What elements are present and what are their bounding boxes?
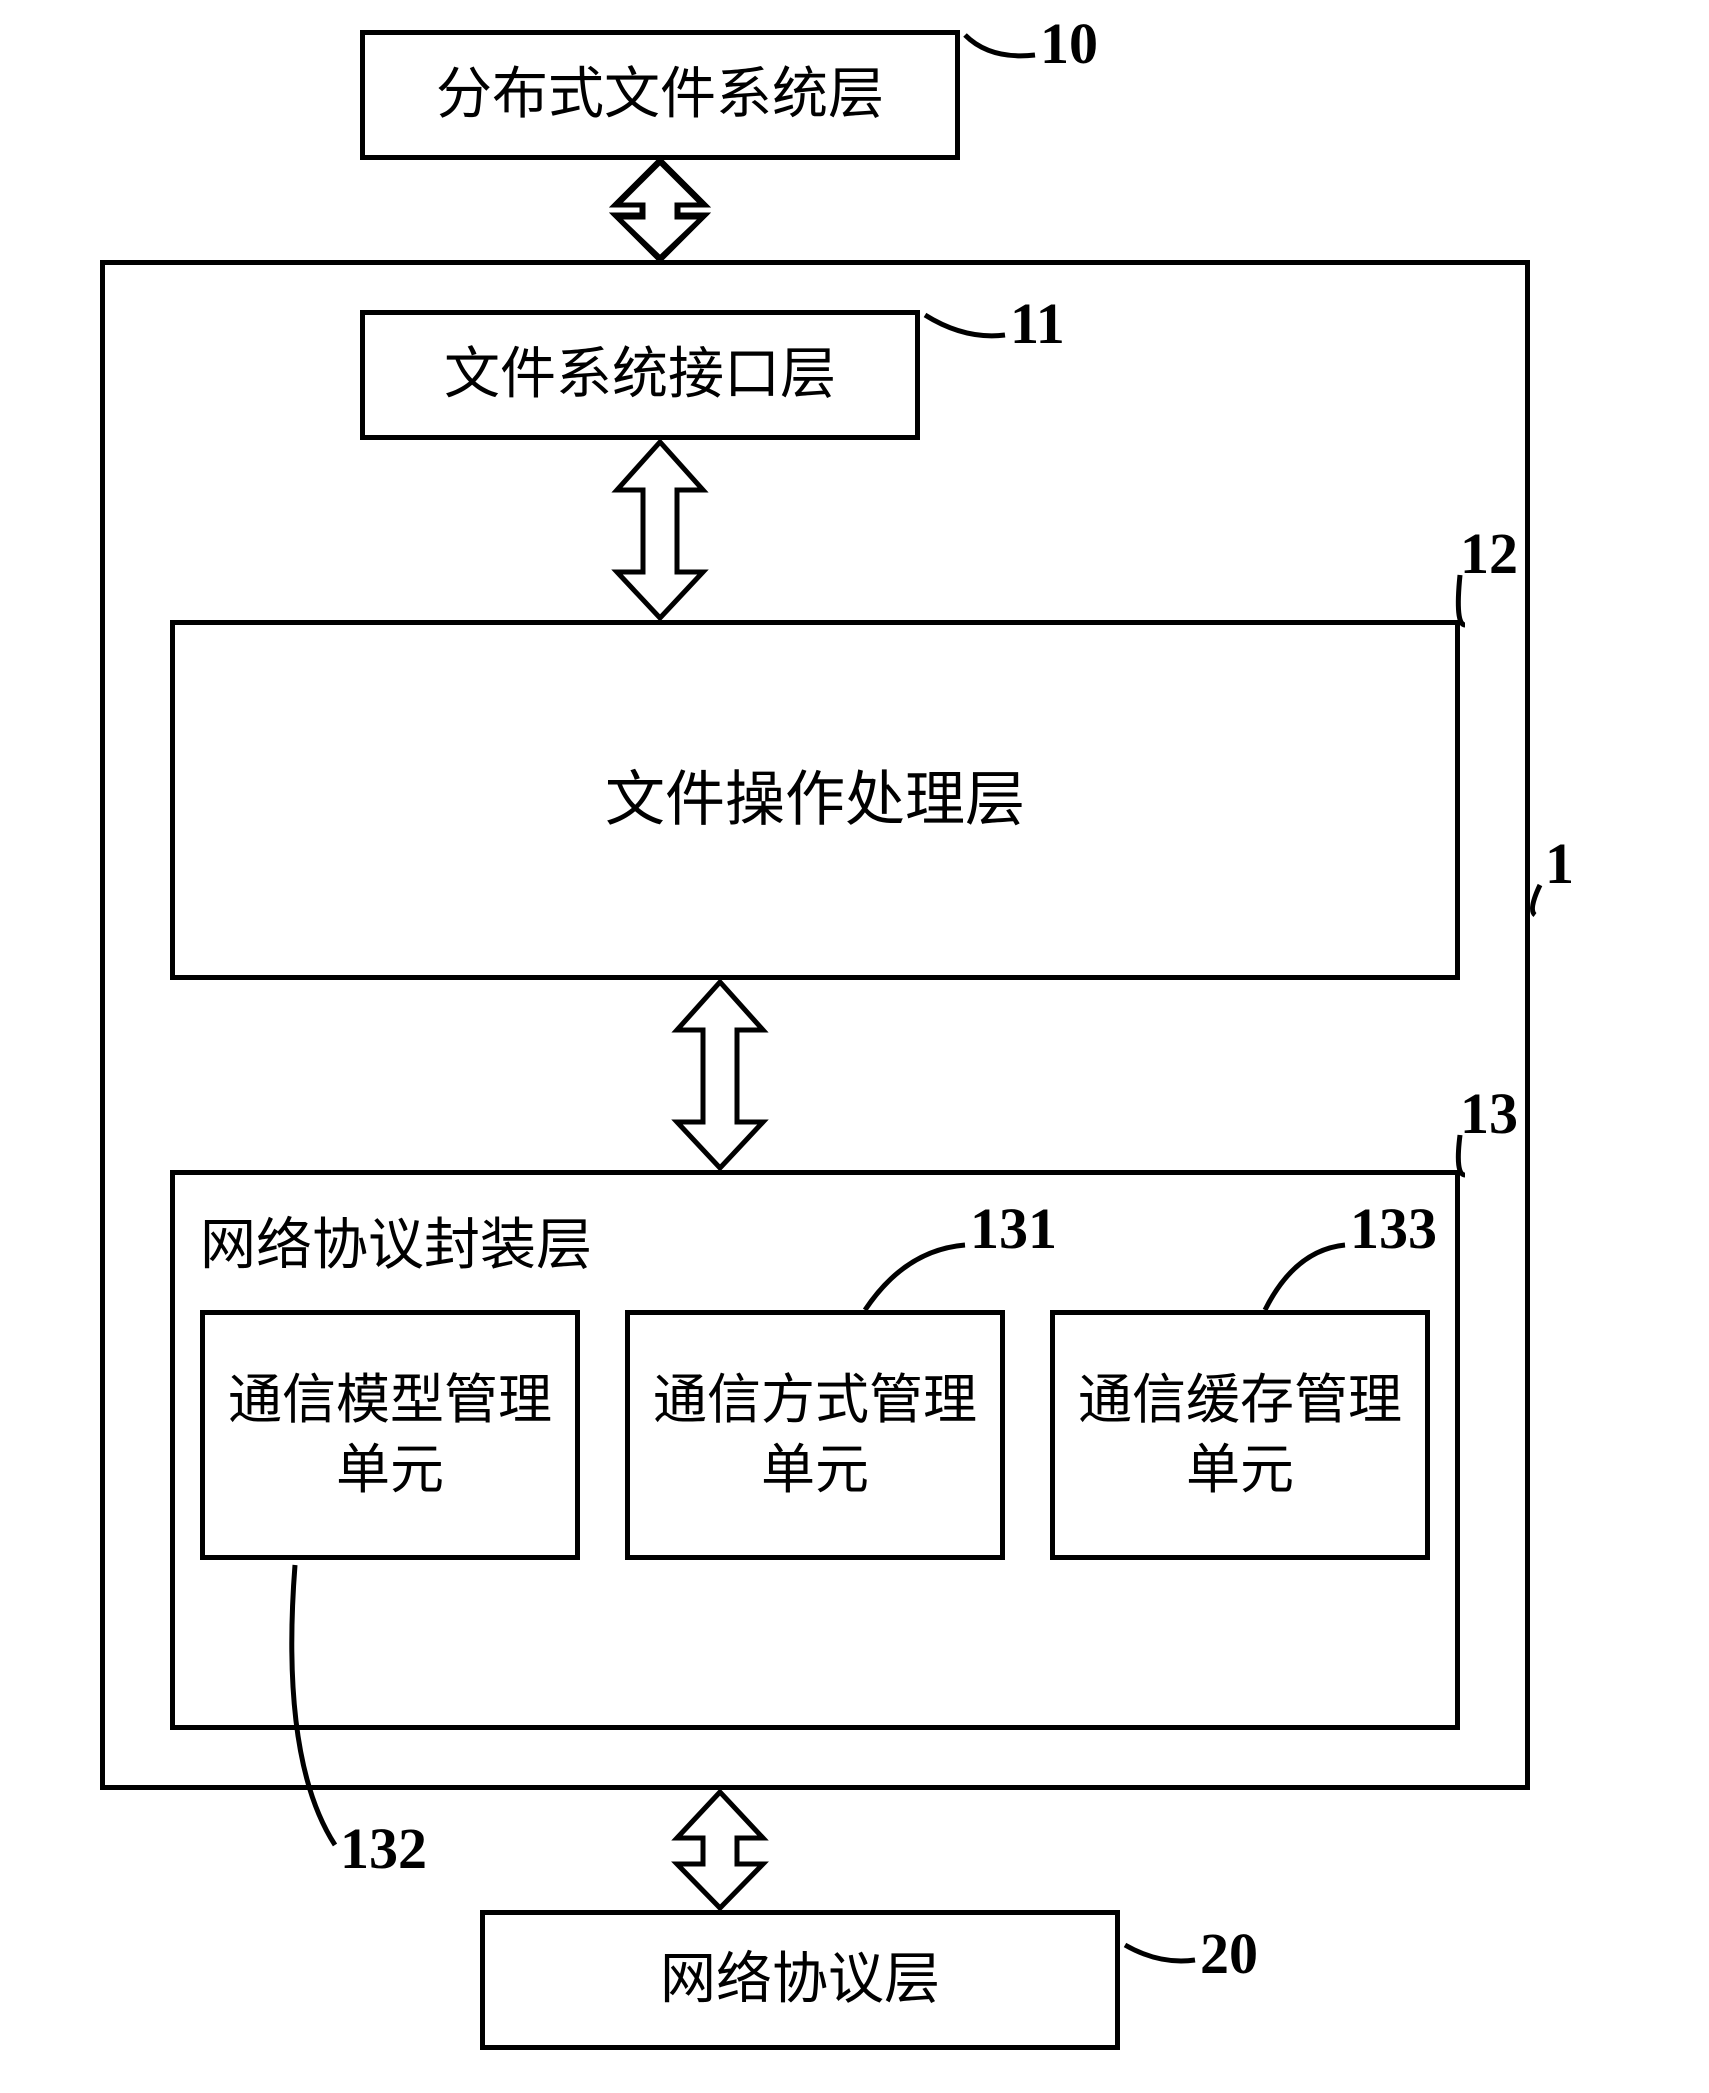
box-fs-interface-layer-text: 文件系统接口层 [444, 339, 836, 412]
sub2-text: 通信方式管理单元 [630, 1365, 1000, 1505]
box-file-op-processing-layer-text: 文件操作处理层 [605, 761, 1025, 839]
label-10: 10 [1040, 10, 1098, 77]
label-12: 12 [1460, 520, 1518, 587]
leader-20 [1125, 1945, 1195, 1961]
box-comm-cache-mgmt-unit: 通信缓存管理单元 [1050, 1310, 1430, 1560]
leader-1 [1532, 885, 1540, 915]
box-fs-interface-layer: 文件系统接口层 [360, 310, 920, 440]
label-20: 20 [1200, 1920, 1258, 1987]
label-1: 1 [1545, 830, 1574, 897]
arrow-top-to-main [615, 160, 705, 260]
label-132: 132 [340, 1815, 427, 1882]
leader-10 [965, 35, 1035, 56]
diagram-canvas: 分布式文件系统层 文件系统接口层 文件操作处理层 网络协议封装层 通信模型管理单… [0, 0, 1709, 2093]
sub1-text: 通信模型管理单元 [205, 1365, 575, 1505]
arrow-a4 [677, 1792, 763, 1908]
arrow-a1 [617, 162, 703, 258]
encap-layer-title: 网络协议封装层 [200, 1200, 592, 1281]
box-network-protocol-layer: 网络协议层 [480, 1910, 1120, 2050]
label-133: 133 [1350, 1195, 1437, 1262]
box-comm-mode-mgmt-unit: 通信方式管理单元 [625, 1310, 1005, 1560]
label-13: 13 [1460, 1080, 1518, 1147]
sub3-text: 通信缓存管理单元 [1055, 1365, 1425, 1505]
box-file-op-processing-layer: 文件操作处理层 [170, 620, 1460, 980]
box-distributed-fs-layer: 分布式文件系统层 [360, 30, 960, 160]
box-distributed-fs-layer-text: 分布式文件系统层 [436, 59, 884, 132]
box-comm-model-mgmt-unit: 通信模型管理单元 [200, 1310, 580, 1560]
box-network-protocol-layer-text: 网络协议层 [660, 1944, 940, 2017]
label-11: 11 [1010, 290, 1065, 357]
label-131: 131 [970, 1195, 1057, 1262]
